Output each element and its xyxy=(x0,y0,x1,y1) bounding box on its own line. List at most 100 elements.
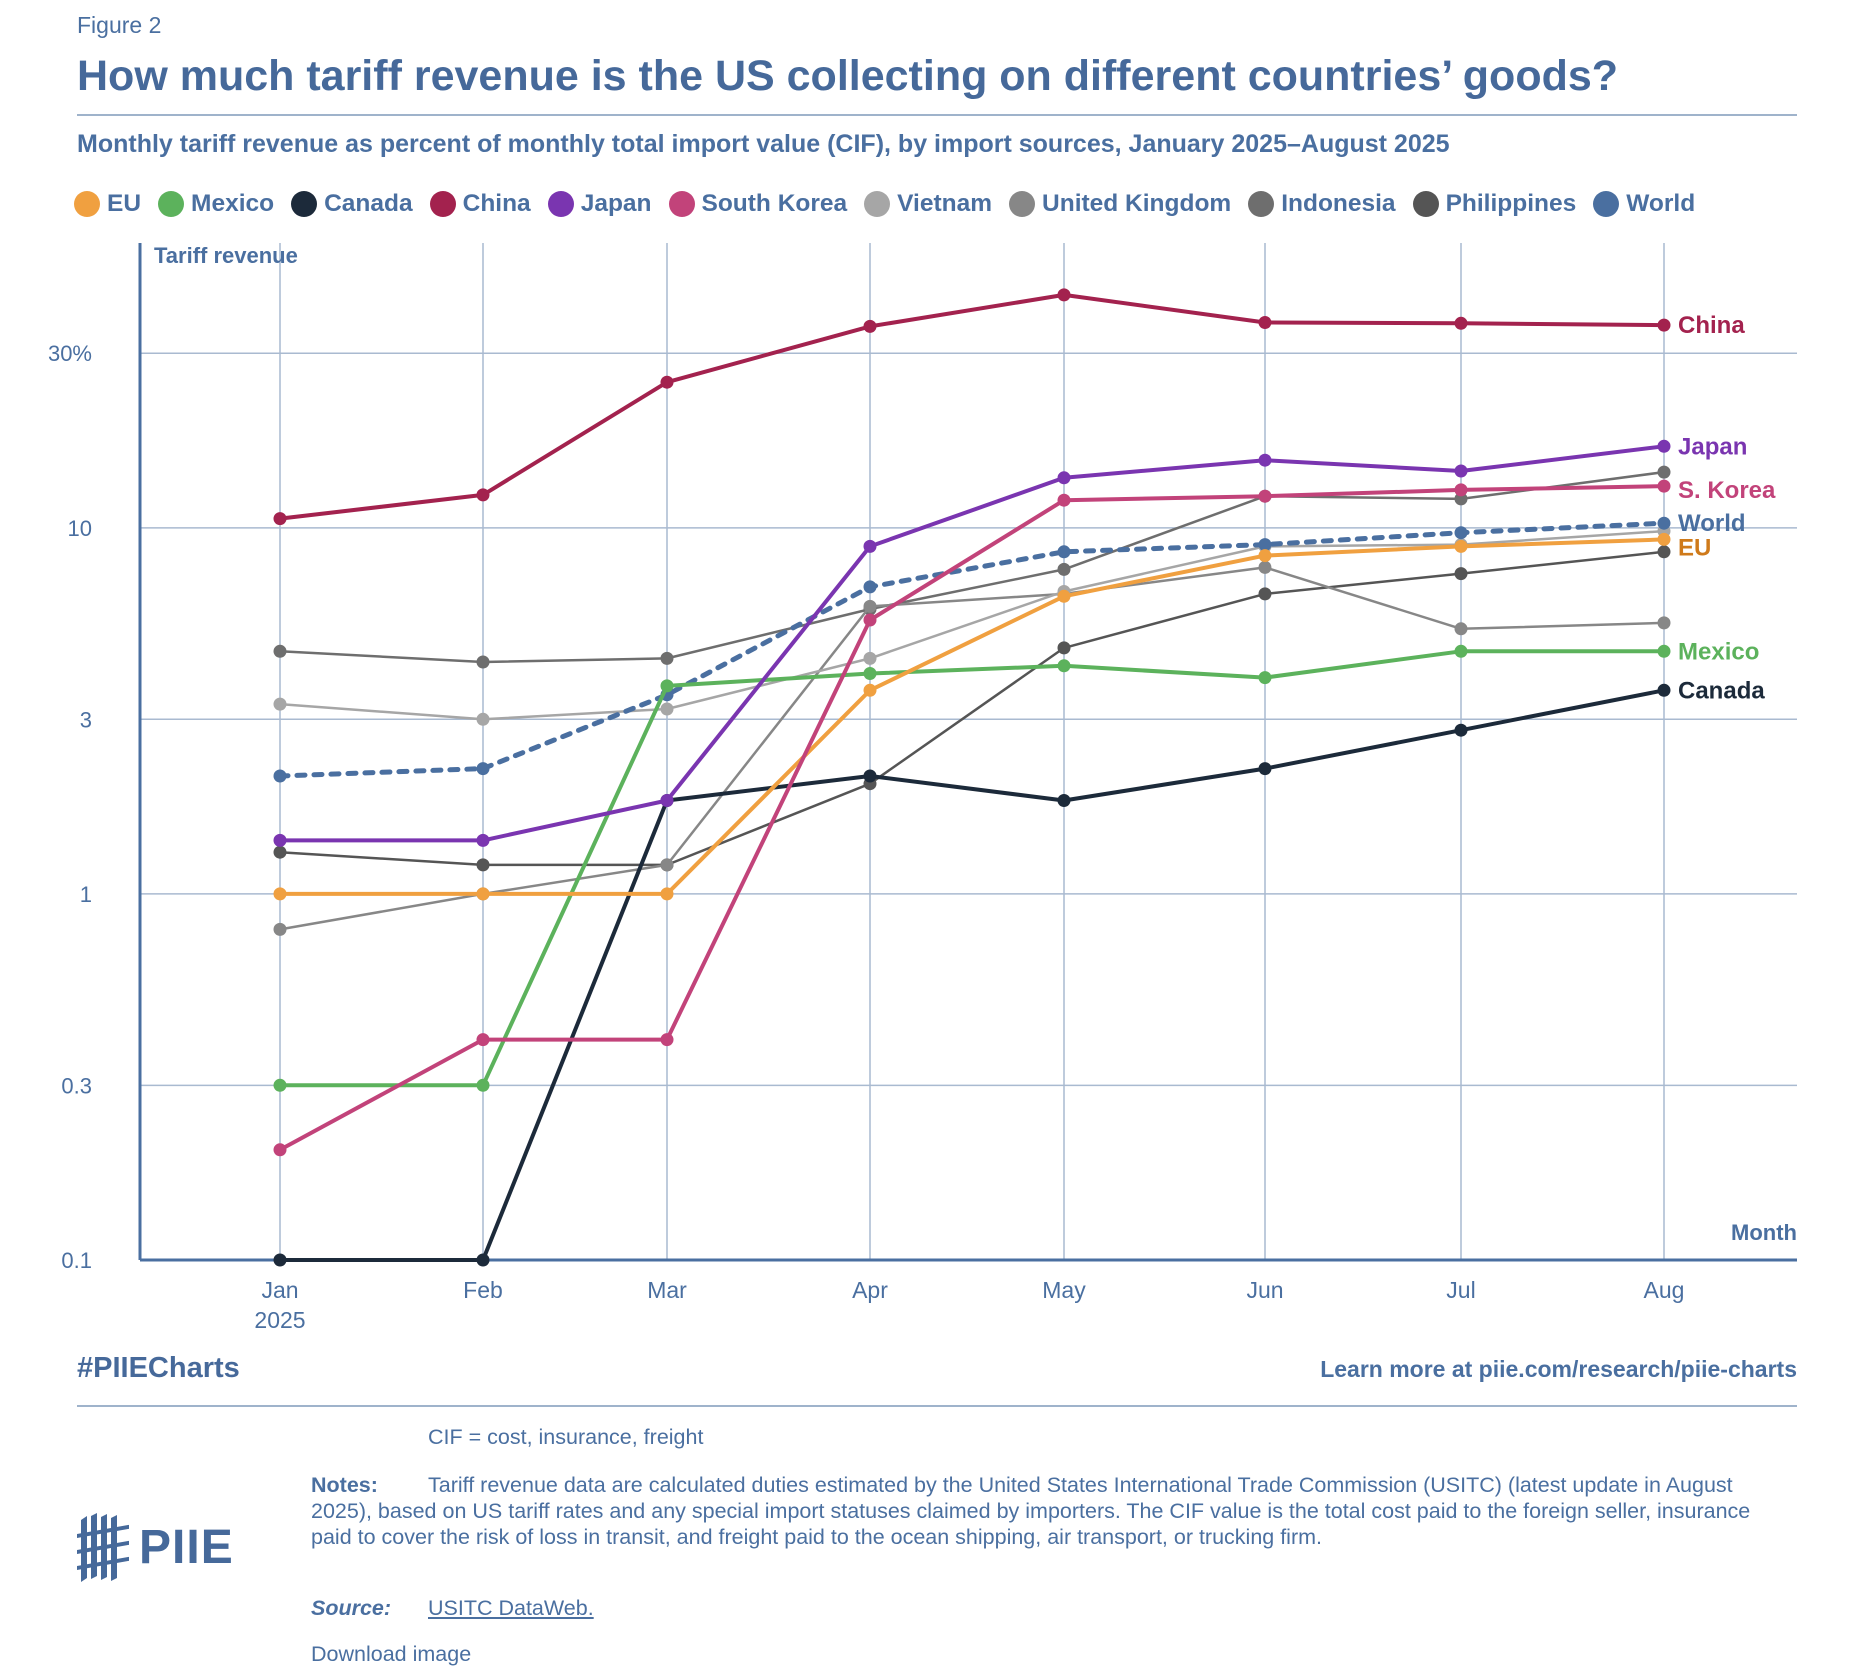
data-point-mexico xyxy=(1057,659,1071,673)
series-line-eu xyxy=(278,537,1666,896)
data-point-eu xyxy=(1258,549,1272,563)
data-point-canada xyxy=(1057,794,1071,807)
end-label-eu: EU xyxy=(1678,534,1711,561)
data-point-eu xyxy=(1057,589,1071,603)
data-point-world xyxy=(1057,545,1071,559)
data-point-japan xyxy=(273,833,287,847)
download-image-link[interactable]: Download image xyxy=(311,1642,472,1666)
data-point-united-kingdom xyxy=(863,599,877,613)
figure-label: Figure 2 xyxy=(77,12,162,38)
data-point-china xyxy=(863,319,877,333)
y-tick-label: 3 xyxy=(80,707,92,732)
data-point-canada xyxy=(1454,723,1468,737)
data-point-canada xyxy=(1657,683,1671,697)
data-point-china xyxy=(1258,316,1272,329)
series-line-canada xyxy=(278,688,1666,1262)
legend-swatch xyxy=(547,191,574,217)
data-point-japan xyxy=(1657,439,1671,453)
data-point-world xyxy=(1657,516,1671,530)
series-line-united-kingdom xyxy=(278,566,1666,931)
legend-swatch xyxy=(864,191,891,217)
x-tick-sublabel: 2025 xyxy=(254,1307,305,1333)
end-label-china: China xyxy=(1678,312,1745,339)
data-point-indonesia xyxy=(1057,562,1071,576)
data-point-canada xyxy=(1258,762,1272,776)
series-line-vietnam xyxy=(278,529,1666,721)
end-label-s-korea: S. Korea xyxy=(1678,477,1776,504)
hashtag: #PIIECharts xyxy=(77,1352,240,1384)
x-tick-label: Jan xyxy=(261,1277,298,1303)
end-label-mexico: Mexico xyxy=(1678,638,1759,665)
series-line-philippines xyxy=(278,550,1666,867)
data-point-vietnam xyxy=(273,697,287,711)
chart-subtitle: Monthly tariff revenue as percent of mon… xyxy=(77,130,1450,158)
legend-item-vietnam: Vietnam xyxy=(864,190,992,218)
data-point-philippines xyxy=(273,845,287,859)
legend-label: United Kingdom xyxy=(1042,190,1232,217)
data-point-japan xyxy=(1057,471,1071,485)
data-point-south-korea xyxy=(476,1033,490,1047)
legend: EU Mexico Canada China Japan South Korea Vietn… xyxy=(74,186,1712,222)
x-tick-label: Mar xyxy=(647,1277,687,1303)
series-line-japan xyxy=(278,444,1666,843)
data-point-mexico xyxy=(1258,671,1272,685)
data-point-south-korea xyxy=(1657,479,1671,493)
data-point-china xyxy=(1057,288,1071,302)
series-line-indonesia xyxy=(278,470,1666,664)
piie-logo[interactable]: PIIE xyxy=(77,1512,234,1582)
data-point-china xyxy=(273,512,287,526)
x-axis-title: Month xyxy=(1731,1220,1797,1245)
data-point-south-korea xyxy=(660,1033,674,1047)
data-point-south-korea xyxy=(1454,483,1468,497)
legend-label: Canada xyxy=(324,190,413,217)
series-line-china xyxy=(278,292,1666,521)
legend-label: Indonesia xyxy=(1281,190,1396,217)
data-point-south-korea xyxy=(1057,493,1071,507)
series-line-south-korea xyxy=(278,484,1666,1152)
source-link[interactable]: USITC DataWeb. xyxy=(428,1596,594,1620)
data-point-china xyxy=(660,375,674,389)
end-label-world: World xyxy=(1678,510,1746,537)
series-line-world xyxy=(277,520,1667,779)
legend-label: EU xyxy=(107,190,142,217)
data-point-eu xyxy=(863,683,877,697)
legend-item-eu: EU xyxy=(74,190,141,218)
y-tick-label: 0.3 xyxy=(61,1073,92,1098)
data-point-philippines xyxy=(1657,545,1671,559)
data-point-china xyxy=(1657,318,1671,332)
data-point-united-kingdom xyxy=(1258,560,1272,574)
data-point-indonesia xyxy=(660,651,674,665)
learn-more-link[interactable]: Learn more at piie.com/research/piie-cha… xyxy=(1320,1356,1797,1382)
legend-swatch xyxy=(74,191,100,217)
data-point-united-kingdom xyxy=(1657,616,1671,630)
data-point-world xyxy=(863,580,877,594)
data-point-indonesia xyxy=(273,644,287,658)
data-point-united-kingdom xyxy=(660,858,674,872)
legend-item-world: World xyxy=(1593,190,1695,218)
legend-item-china: China xyxy=(429,190,531,218)
legend-swatch xyxy=(158,191,185,217)
legend-swatch xyxy=(1412,191,1439,217)
data-point-china xyxy=(1454,316,1468,330)
data-point-philippines xyxy=(476,858,490,872)
data-point-eu xyxy=(1454,539,1468,553)
data-point-south-korea xyxy=(273,1143,287,1157)
x-tick-label: May xyxy=(1042,1277,1086,1303)
x-tick-label: Jul xyxy=(1446,1277,1475,1303)
y-tick-label: 10 xyxy=(68,516,92,541)
data-point-japan xyxy=(660,794,674,807)
legend-label: China xyxy=(462,190,531,217)
data-point-united-kingdom xyxy=(1454,622,1468,636)
y-tick-label: 30% xyxy=(48,341,92,366)
legend-label: Japan xyxy=(580,190,652,217)
data-point-world xyxy=(476,762,490,776)
data-point-mexico xyxy=(1657,644,1671,658)
data-point-canada xyxy=(863,769,877,783)
data-point-vietnam xyxy=(660,702,674,716)
piie-logo-text: PIIE xyxy=(139,1520,234,1574)
series-line-mexico xyxy=(278,649,1666,1088)
y-axis-title: Tariff revenue xyxy=(154,243,298,268)
legend-swatch xyxy=(291,191,318,217)
data-point-china xyxy=(476,488,490,502)
x-tick-label: Aug xyxy=(1644,1277,1685,1303)
